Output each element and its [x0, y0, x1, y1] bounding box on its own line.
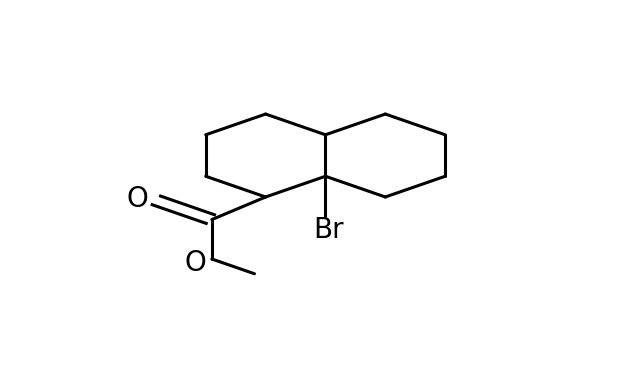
Text: O: O — [126, 185, 148, 213]
Text: Br: Br — [314, 216, 344, 244]
Text: O: O — [185, 249, 207, 277]
